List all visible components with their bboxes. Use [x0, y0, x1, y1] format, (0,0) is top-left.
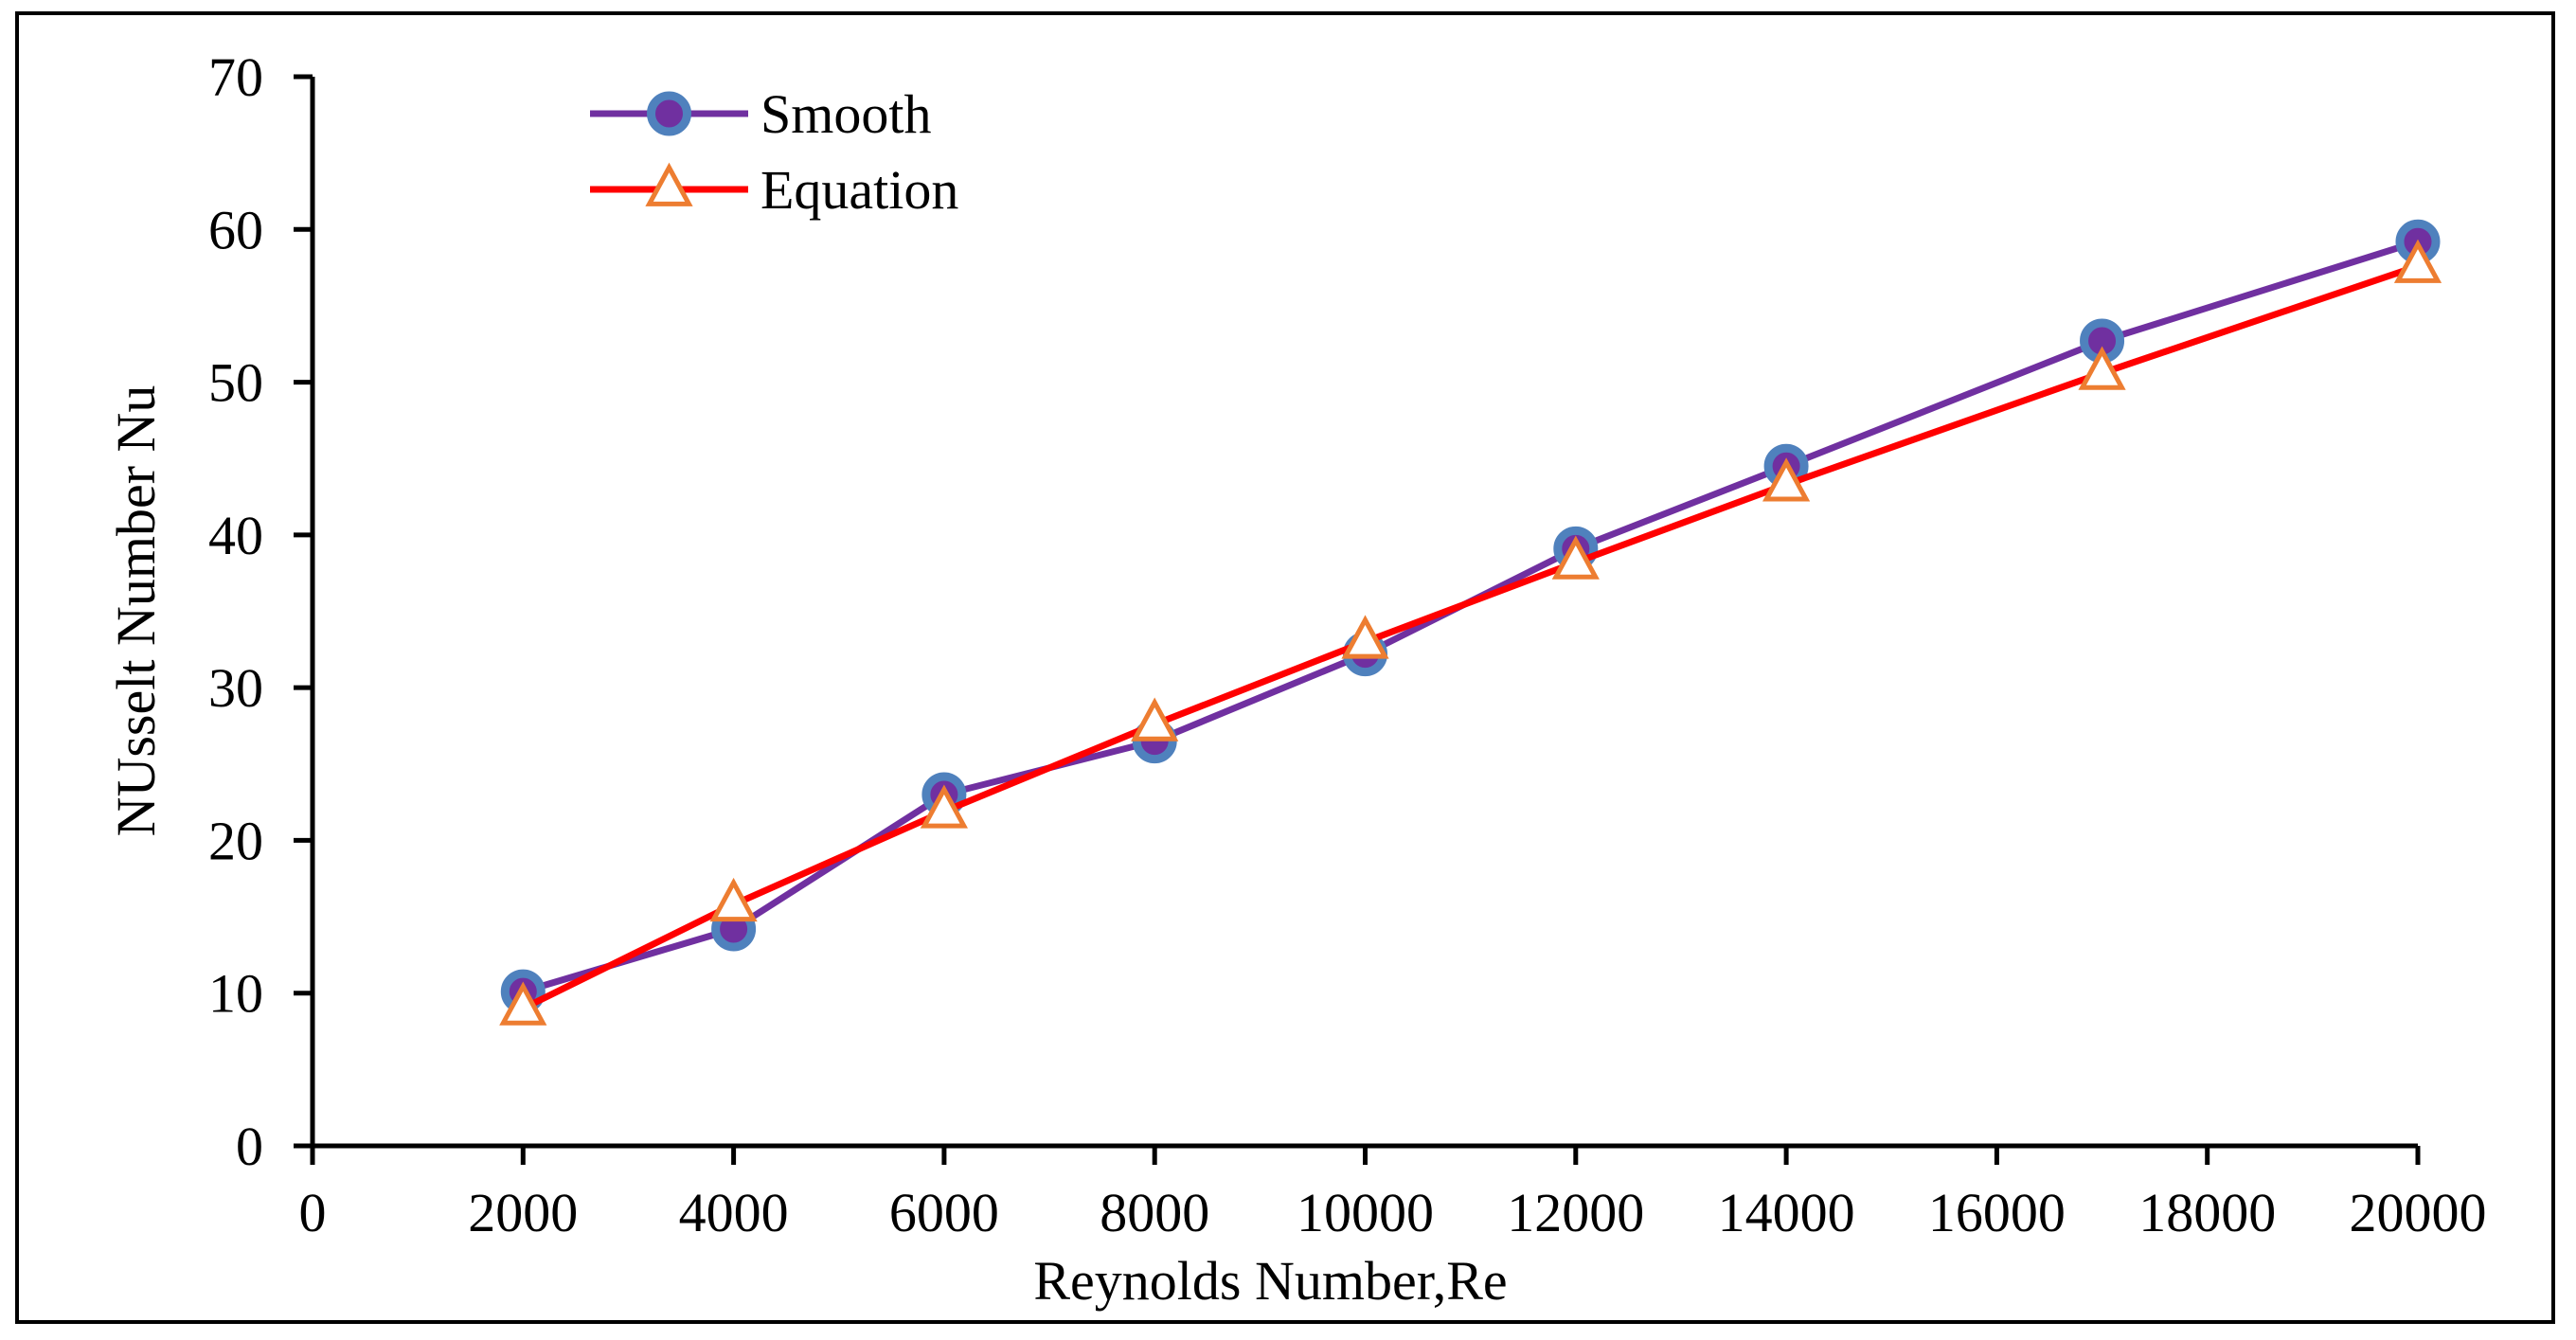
data-point-equation	[1551, 535, 1600, 580]
series-layer	[499, 219, 2442, 1026]
legend-item-smooth: Smooth	[590, 83, 932, 145]
data-point-equation	[1762, 457, 1811, 502]
data-point-equation	[499, 981, 547, 1026]
x-tick-label: 16000	[1928, 1182, 2066, 1243]
x-tick-label: 6000	[889, 1182, 999, 1243]
data-point-equation	[1341, 615, 1389, 659]
data-point-equation	[2393, 239, 2442, 283]
x-tick-label: 18000	[2138, 1182, 2276, 1243]
y-ticks: 0 10 20 30 40 50 60 70	[208, 46, 313, 1177]
y-tick-label: 30	[208, 657, 263, 719]
y-tick-label: 50	[208, 352, 263, 414]
y-axis-title: NUsselt Number Nu	[105, 385, 167, 837]
data-point-equation	[2078, 346, 2126, 390]
y-tick-label: 0	[236, 1116, 263, 1177]
legend-swatch-marker	[645, 162, 693, 206]
legend: Smooth Equation	[590, 83, 958, 221]
y-tick-label: 20	[208, 810, 263, 871]
legend-label: Smooth	[760, 83, 932, 145]
axes	[310, 77, 2418, 1149]
data-point-equation	[920, 784, 969, 829]
x-ticks: 0 2000 4000 6000 8000 10000 12000 14000 16000 180…	[299, 1146, 2487, 1243]
legend-swatch-marker	[647, 91, 691, 136]
series-line-equation	[521, 262, 2420, 1011]
x-tick-label: 12000	[1507, 1182, 1644, 1243]
y-tick-label: 70	[208, 46, 263, 108]
x-tick-label: 8000	[1100, 1182, 1209, 1243]
y-tick-label: 60	[208, 199, 263, 260]
series-equation	[499, 239, 2442, 1026]
legend-item-equation: Equation	[590, 159, 958, 221]
series-smooth	[500, 219, 2441, 1014]
x-tick-label: 14000	[1718, 1182, 1855, 1243]
legend-label: Equation	[760, 159, 958, 221]
data-point-equation	[1131, 697, 1179, 741]
y-tick-label: 10	[208, 963, 263, 1025]
x-axis-title: Reynolds Number,Re	[1033, 1250, 1507, 1312]
x-tick-label: 2000	[468, 1182, 578, 1243]
x-tick-label: 0	[299, 1182, 327, 1243]
data-point-equation	[709, 877, 758, 922]
x-tick-label: 20000	[2350, 1182, 2487, 1243]
x-tick-label: 4000	[679, 1182, 789, 1243]
chart-frame	[15, 11, 2555, 1324]
x-tick-label: 10000	[1297, 1182, 1434, 1243]
y-tick-label: 40	[208, 505, 263, 566]
series-line-smooth	[522, 238, 2420, 995]
